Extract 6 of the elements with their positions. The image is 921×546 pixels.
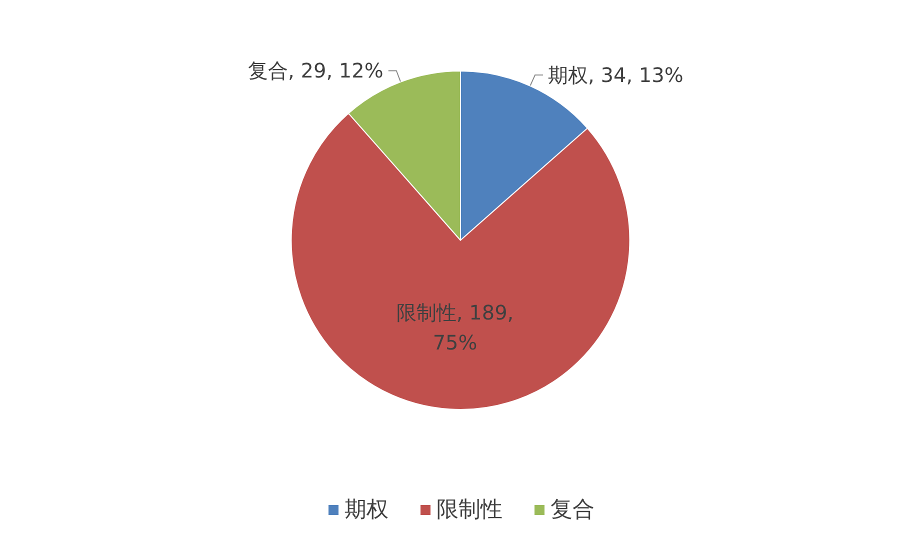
data-label: 限制性, 189, 75% — [396, 300, 514, 355]
legend-label: 复合 — [550, 498, 594, 522]
data-label: 复合, 29, 12% — [248, 58, 384, 83]
legend-label: 限制性 — [436, 498, 502, 522]
data-label: 期权, 34, 13% — [548, 63, 684, 88]
legend-label: 期权 — [344, 498, 388, 522]
